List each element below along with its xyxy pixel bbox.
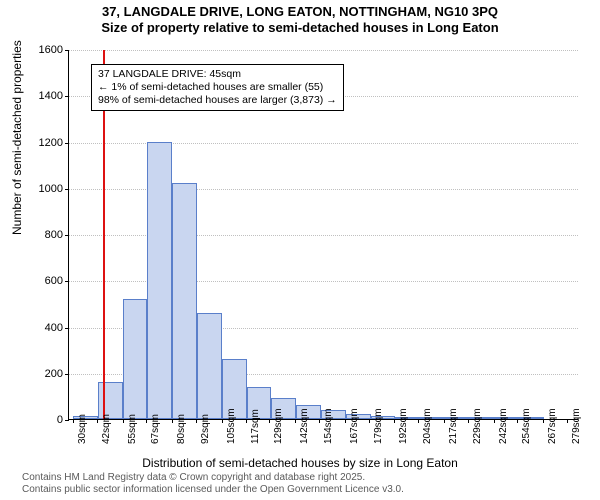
y-tick-label: 800 — [29, 229, 63, 241]
y-tick-label: 0 — [29, 414, 63, 426]
gridline — [69, 50, 578, 51]
annotation-line2: ← 1% of semi-detached houses are smaller… — [98, 81, 337, 94]
x-tick-mark — [146, 419, 147, 423]
x-tick-mark — [517, 419, 518, 423]
footer-line2: Contains public sector information licen… — [22, 484, 404, 496]
title-line2: Size of property relative to semi-detach… — [0, 20, 600, 36]
y-tick-mark — [65, 50, 69, 51]
x-tick-label: 67sqm — [150, 414, 161, 444]
x-tick-label: 267sqm — [547, 408, 558, 444]
x-tick-mark — [295, 419, 296, 423]
y-tick-label: 600 — [29, 275, 63, 287]
y-tick-mark — [65, 235, 69, 236]
x-tick-mark — [196, 419, 197, 423]
x-tick-mark — [246, 419, 247, 423]
x-tick-label: 30sqm — [77, 414, 88, 444]
x-tick-label: 279sqm — [571, 408, 582, 444]
x-tick-mark — [222, 419, 223, 423]
x-tick-label: 192sqm — [398, 408, 409, 444]
histogram-bar — [147, 142, 172, 420]
histogram-bar — [172, 183, 197, 419]
x-tick-label: 217sqm — [448, 408, 459, 444]
x-tick-mark — [269, 419, 270, 423]
annotation-box: 37 LANGDALE DRIVE: 45sqm ← 1% of semi-de… — [91, 64, 344, 111]
x-tick-mark — [123, 419, 124, 423]
x-tick-label: 105sqm — [226, 408, 237, 444]
x-tick-mark — [543, 419, 544, 423]
x-tick-label: 55sqm — [127, 414, 138, 444]
histogram-bar — [123, 299, 148, 419]
x-tick-mark — [345, 419, 346, 423]
x-tick-label: 179sqm — [373, 408, 384, 444]
x-tick-label: 42sqm — [101, 414, 112, 444]
x-tick-label: 254sqm — [521, 408, 532, 444]
x-tick-mark — [468, 419, 469, 423]
annotation-line1: 37 LANGDALE DRIVE: 45sqm — [98, 68, 337, 81]
x-tick-mark — [369, 419, 370, 423]
x-tick-label: 242sqm — [498, 408, 509, 444]
x-tick-label: 142sqm — [299, 408, 310, 444]
y-tick-mark — [65, 374, 69, 375]
x-tick-label: 129sqm — [273, 408, 284, 444]
footer-attribution: Contains HM Land Registry data © Crown c… — [22, 472, 404, 496]
title-line1: 37, LANGDALE DRIVE, LONG EATON, NOTTINGH… — [0, 4, 600, 20]
plot-area: 0200400600800100012001400160030sqm42sqm5… — [68, 50, 578, 420]
x-tick-mark — [494, 419, 495, 423]
x-tick-mark — [319, 419, 320, 423]
x-tick-label: 229sqm — [472, 408, 483, 444]
x-tick-label: 80sqm — [176, 414, 187, 444]
y-tick-mark — [65, 143, 69, 144]
x-tick-mark — [97, 419, 98, 423]
y-tick-mark — [65, 189, 69, 190]
gridline — [69, 143, 578, 144]
y-tick-label: 200 — [29, 368, 63, 380]
x-tick-label: 204sqm — [422, 408, 433, 444]
histogram-bar — [197, 313, 222, 419]
y-tick-label: 1000 — [29, 183, 63, 195]
x-tick-mark — [394, 419, 395, 423]
y-tick-mark — [65, 281, 69, 282]
x-tick-mark — [172, 419, 173, 423]
y-tick-label: 1400 — [29, 90, 63, 102]
gridline — [69, 281, 578, 282]
x-tick-mark — [73, 419, 74, 423]
x-tick-mark — [418, 419, 419, 423]
footer-line1: Contains HM Land Registry data © Crown c… — [22, 472, 404, 484]
y-tick-label: 1200 — [29, 137, 63, 149]
x-tick-label: 154sqm — [323, 408, 334, 444]
annotation-line3: 98% of semi-detached houses are larger (… — [98, 94, 337, 107]
chart-title-block: 37, LANGDALE DRIVE, LONG EATON, NOTTINGH… — [0, 0, 600, 37]
x-tick-label: 117sqm — [250, 409, 261, 444]
y-tick-label: 1600 — [29, 44, 63, 56]
x-tick-mark — [444, 419, 445, 423]
gridline — [69, 189, 578, 190]
x-tick-label: 92sqm — [200, 414, 211, 444]
y-axis-label: Number of semi-detached properties — [10, 40, 24, 235]
y-tick-mark — [65, 96, 69, 97]
y-tick-mark — [65, 420, 69, 421]
x-tick-label: 167sqm — [349, 408, 360, 444]
x-axis-label: Distribution of semi-detached houses by … — [0, 456, 600, 470]
y-tick-label: 400 — [29, 322, 63, 334]
x-tick-mark — [567, 419, 568, 423]
gridline — [69, 235, 578, 236]
chart-area: 0200400600800100012001400160030sqm42sqm5… — [68, 50, 578, 420]
y-tick-mark — [65, 328, 69, 329]
